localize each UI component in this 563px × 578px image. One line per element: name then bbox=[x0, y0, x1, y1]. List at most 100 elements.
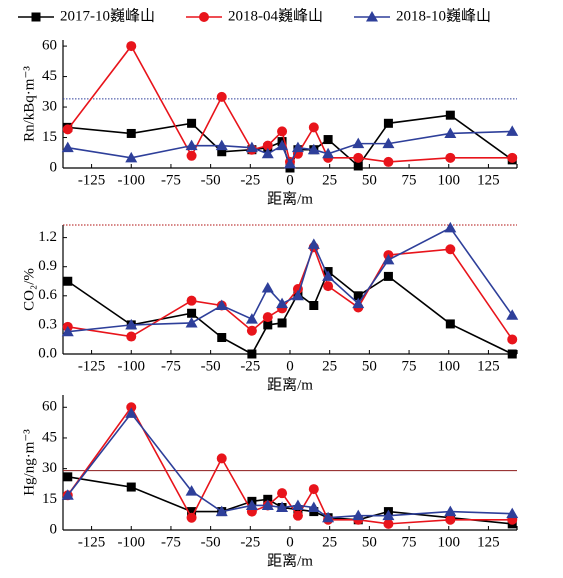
data-point bbox=[125, 407, 138, 418]
data-point bbox=[277, 318, 287, 328]
x-tick-label: -75 bbox=[161, 172, 181, 188]
data-point bbox=[276, 501, 289, 512]
data-point bbox=[291, 289, 304, 301]
y-tick-label: 45 bbox=[42, 68, 57, 84]
data-point bbox=[245, 313, 258, 324]
x-tick-label: -125 bbox=[78, 172, 106, 188]
data-point bbox=[63, 472, 73, 482]
data-point bbox=[185, 139, 198, 151]
data-point bbox=[215, 505, 228, 517]
y-axis-label: CO₂/% bbox=[21, 268, 37, 311]
data-point bbox=[185, 316, 198, 328]
data-point bbox=[383, 156, 394, 167]
y-tick-label: 0 bbox=[50, 159, 58, 175]
data-point bbox=[261, 147, 274, 159]
x-tick-label: -50 bbox=[201, 172, 221, 188]
x-axis-label: 距离/m bbox=[267, 190, 313, 207]
data-point bbox=[383, 271, 393, 281]
data-point bbox=[322, 147, 335, 159]
data-point bbox=[217, 147, 227, 157]
data-point bbox=[126, 128, 136, 138]
data-point bbox=[308, 484, 319, 495]
x-tick-label: -100 bbox=[118, 358, 146, 374]
data-point bbox=[284, 157, 296, 169]
y-axis-label: Hg/ng·m⁻³ bbox=[21, 429, 37, 496]
x-tick-label: 75 bbox=[402, 358, 417, 374]
data-point bbox=[353, 161, 363, 171]
data-point bbox=[353, 291, 363, 301]
data-point bbox=[445, 152, 456, 163]
data-point bbox=[277, 126, 288, 137]
legend-label: 2017-10巍峰山 bbox=[60, 7, 155, 24]
data-point bbox=[245, 499, 258, 510]
data-point bbox=[126, 482, 136, 492]
x-tick-label: -25 bbox=[240, 534, 260, 550]
data-point bbox=[186, 512, 197, 523]
data-point bbox=[307, 238, 320, 249]
data-point bbox=[323, 135, 333, 145]
series-line bbox=[67, 226, 513, 333]
legend-label: 2018-10巍峰山 bbox=[396, 7, 491, 24]
data-point bbox=[307, 501, 320, 512]
y-tick-label: 30 bbox=[42, 460, 57, 476]
x-tick-label: -50 bbox=[201, 358, 221, 374]
x-tick-label: -25 bbox=[240, 172, 260, 188]
data-point bbox=[444, 127, 457, 138]
y-tick-label: 30 bbox=[42, 98, 57, 114]
data-point bbox=[263, 320, 273, 330]
data-point bbox=[322, 270, 335, 281]
data-point bbox=[291, 499, 304, 510]
x-tick-label: -25 bbox=[240, 358, 260, 374]
data-point bbox=[506, 507, 519, 519]
data-point bbox=[506, 309, 519, 320]
data-point bbox=[61, 141, 74, 153]
data-point bbox=[352, 137, 365, 149]
y-tick-label: 15 bbox=[42, 491, 57, 507]
data-point bbox=[62, 124, 73, 135]
data-point bbox=[216, 453, 227, 464]
y-tick-label: 0.9 bbox=[38, 258, 57, 274]
data-point bbox=[277, 488, 288, 499]
data-point bbox=[187, 118, 197, 128]
data-point bbox=[382, 253, 395, 265]
data-point bbox=[383, 518, 394, 529]
y-axis-label: Rn/kBq·m⁻³ bbox=[21, 66, 37, 142]
data-point bbox=[276, 297, 289, 309]
x-tick-label: -75 bbox=[161, 534, 181, 550]
data-point bbox=[308, 122, 319, 133]
data-point bbox=[245, 141, 258, 153]
data-point bbox=[322, 511, 335, 523]
y-tick-label: 0 bbox=[50, 521, 58, 537]
data-point bbox=[125, 151, 138, 163]
data-point bbox=[382, 137, 395, 149]
data-point bbox=[445, 110, 455, 120]
data-point bbox=[323, 281, 334, 292]
x-axis-label: 距离/m bbox=[267, 552, 313, 569]
data-point bbox=[63, 276, 73, 286]
data-point bbox=[506, 125, 519, 136]
x-tick-label: 100 bbox=[437, 358, 460, 374]
data-point bbox=[445, 514, 456, 525]
data-point bbox=[261, 499, 274, 510]
data-point bbox=[61, 325, 74, 337]
data-point bbox=[507, 152, 518, 163]
y-tick-label: 15 bbox=[42, 129, 57, 145]
data-point bbox=[215, 299, 228, 311]
data-point bbox=[444, 221, 457, 233]
x-tick-label: 25 bbox=[322, 358, 337, 374]
x-tick-label: 125 bbox=[477, 172, 500, 188]
data-point bbox=[215, 139, 228, 151]
data-point bbox=[246, 325, 257, 336]
x-tick-label: -125 bbox=[78, 358, 106, 374]
legend-marker bbox=[366, 11, 378, 22]
series-line bbox=[67, 270, 513, 356]
series-line bbox=[67, 44, 513, 164]
x-tick-label: 50 bbox=[362, 534, 377, 550]
data-point bbox=[382, 509, 395, 521]
data-point bbox=[263, 494, 273, 504]
data-point bbox=[352, 297, 365, 309]
y-tick-label: 1.2 bbox=[38, 229, 57, 245]
series-line bbox=[67, 412, 513, 519]
legend-marker bbox=[31, 12, 41, 22]
series-line bbox=[67, 405, 513, 525]
